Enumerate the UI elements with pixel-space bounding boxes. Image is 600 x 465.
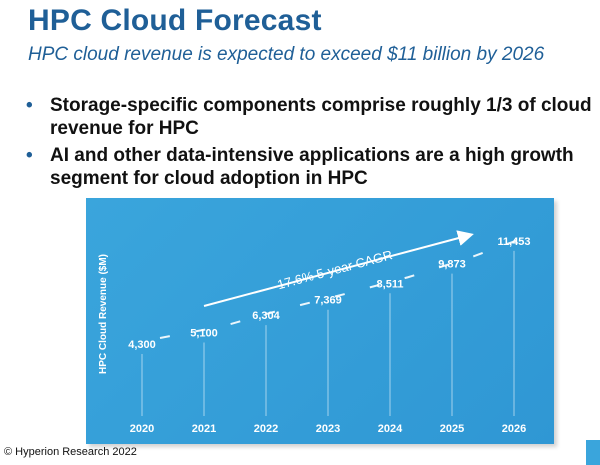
x-tick-label-2022: 2022 bbox=[254, 423, 278, 435]
revenue-chart-svg: 4,300 5,100 6,304 7,369 8,511 9,873 11,453 202… bbox=[98, 230, 533, 435]
x-tick-label-2023: 2023 bbox=[316, 423, 340, 435]
data-label-2025: 9,873 bbox=[438, 259, 466, 271]
data-label-2022: 6,304 bbox=[252, 310, 280, 322]
bullet-icon: • bbox=[26, 145, 33, 166]
revenue-chart: 4,300 5,100 6,304 7,369 8,511 9,873 11,453 202… bbox=[86, 198, 554, 444]
trend-line bbox=[159, 233, 533, 339]
data-label-2024: 8,511 bbox=[377, 278, 404, 290]
bullet-text: Storage-specific components comprise rou… bbox=[50, 95, 592, 139]
bullet-list: • Storage-specific components comprise r… bbox=[22, 94, 597, 194]
data-label-2021: 5,100 bbox=[190, 327, 218, 339]
bullet-icon: • bbox=[26, 95, 33, 116]
corner-decoration bbox=[586, 440, 600, 465]
x-tick-label-2026: 2026 bbox=[502, 423, 526, 435]
data-label-2023: 7,369 bbox=[314, 295, 342, 307]
data-label-2020: 4,300 bbox=[128, 339, 156, 351]
bullet-text: AI and other data-intensive applications… bbox=[50, 145, 574, 189]
data-label-2026: 11,453 bbox=[497, 236, 530, 248]
x-tick-label-2021: 2021 bbox=[192, 423, 216, 435]
x-tick-label-2025: 2025 bbox=[440, 423, 464, 435]
bullet-item: • Storage-specific components comprise r… bbox=[22, 94, 597, 140]
slide-title: HPC Cloud Forecast bbox=[28, 4, 322, 37]
cagr-arrow bbox=[203, 230, 474, 307]
copyright-footer: © Hyperion Research 2022 bbox=[4, 446, 137, 458]
y-axis-label: HPC Cloud Revenue ($M) bbox=[98, 254, 109, 374]
slide-subtitle: HPC cloud revenue is expected to exceed … bbox=[28, 44, 545, 65]
x-tick-label-2020: 2020 bbox=[130, 423, 154, 435]
x-tick-label-2024: 2024 bbox=[378, 423, 403, 435]
bullet-item: • AI and other data-intensive applicatio… bbox=[22, 144, 597, 190]
